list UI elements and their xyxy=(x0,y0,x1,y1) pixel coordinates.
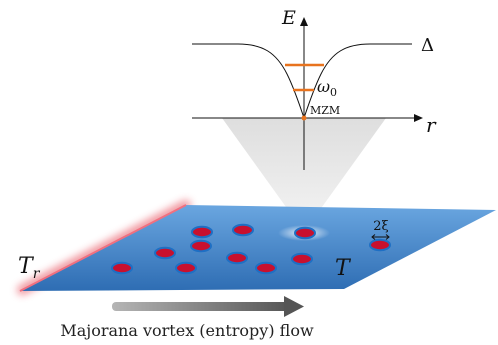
flow-arrow xyxy=(112,296,304,317)
vortex xyxy=(226,251,248,265)
caption: Majorana vortex (entropy) flow xyxy=(60,321,314,340)
projection-cone xyxy=(222,118,386,232)
vortex xyxy=(154,246,176,260)
size-arrow-head-right xyxy=(385,234,390,240)
vortex xyxy=(190,239,212,253)
size-label: 2ξ xyxy=(373,219,388,234)
vortex xyxy=(255,261,277,275)
hot-edge xyxy=(19,204,187,292)
y-axis-label: E xyxy=(281,7,296,29)
vortex xyxy=(191,225,213,239)
vortex xyxy=(369,238,391,252)
energy-plot: E r Δ ω0 MZM xyxy=(192,7,437,170)
vortex xyxy=(291,252,313,266)
flow-arrow-shaft xyxy=(112,302,290,311)
x-axis-arrowhead xyxy=(414,114,423,122)
vortex-group xyxy=(111,223,391,275)
flow-arrow-head xyxy=(284,296,304,317)
vortex xyxy=(232,223,254,237)
gap-label: Δ xyxy=(421,35,434,56)
right-temperature-label: T xyxy=(335,256,352,281)
y-axis-arrowhead xyxy=(300,17,308,26)
gap-curve xyxy=(192,43,412,120)
vortex xyxy=(175,261,197,275)
x-axis-label: r xyxy=(426,113,437,137)
size-arrow-head-left xyxy=(371,234,376,240)
plane-surface xyxy=(20,205,496,291)
sample-plane xyxy=(17,200,496,295)
zero-mode-label: MZM xyxy=(310,104,340,117)
vortex xyxy=(294,226,316,240)
vortex xyxy=(111,261,133,275)
level-label: ω0 xyxy=(317,77,337,99)
size-marker: 2ξ xyxy=(371,219,390,240)
left-temperature-label: Tr xyxy=(18,254,41,282)
zero-mode-dot xyxy=(301,115,307,121)
